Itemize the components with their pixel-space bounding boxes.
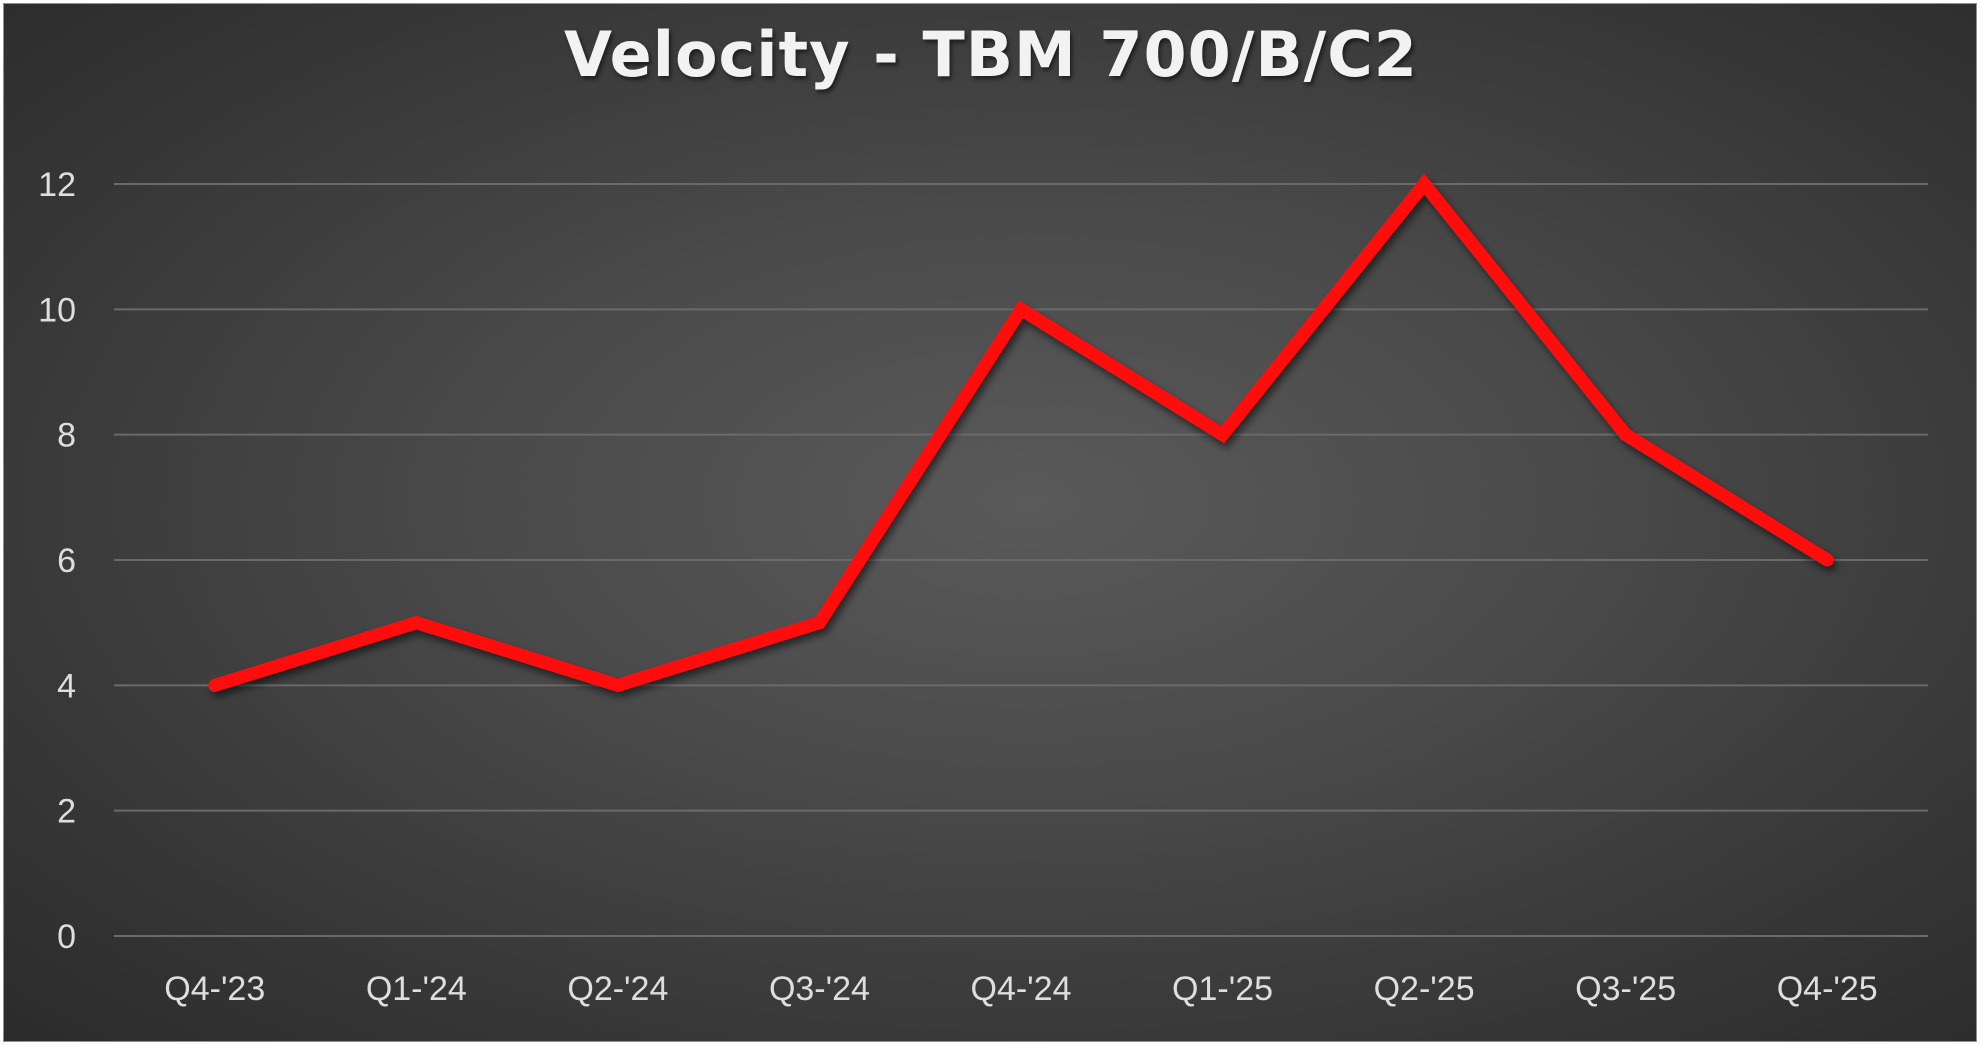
series-layer: [208, 173, 1834, 693]
chart-title: Velocity - TBM 700/B/C2: [564, 18, 1418, 91]
data-point: [1826, 559, 1829, 561]
data-point: [1423, 183, 1426, 185]
y-tick-label: 2: [57, 793, 76, 831]
data-point: [213, 684, 216, 687]
data-point: [818, 621, 821, 624]
x-tick-label: Q1-'25: [1172, 970, 1273, 1008]
data-point: [1221, 433, 1224, 436]
x-axis-ticks: Q4-'23 Q1-'24 Q2-'24 Q3-'24 Q4-'24 Q1-'25 Q2-'…: [164, 970, 1877, 1008]
data-point: [1020, 308, 1022, 311]
x-tick-label: Q4-'24: [971, 970, 1072, 1008]
x-tick-label: Q4-'25: [1777, 970, 1878, 1008]
data-point: [1624, 433, 1627, 436]
y-tick-label: 0: [57, 918, 76, 956]
x-tick-label: Q4-'23: [164, 970, 265, 1008]
plot-area: 0 2 4 6 8 10 12 Q4-'23 Q1-'24 Q2-'24 Q3-'24 Q4-'24…: [38, 166, 1928, 1008]
y-tick-label: 4: [57, 667, 76, 705]
data-point: [616, 684, 619, 687]
y-tick-label: 8: [57, 417, 76, 455]
y-tick-label: 6: [57, 542, 76, 580]
x-tick-label: Q2-'24: [567, 970, 668, 1008]
gridlines: [114, 183, 1928, 937]
x-tick-label: Q3-'24: [769, 970, 870, 1008]
x-tick-label: Q1-'24: [366, 970, 467, 1008]
y-axis-ticks: 0 2 4 6 8 10 12: [38, 166, 76, 956]
y-tick-label: 12: [38, 166, 76, 204]
data-point: [415, 621, 418, 624]
x-tick-label: Q2-'25: [1374, 970, 1475, 1008]
y-tick-label: 10: [38, 291, 76, 329]
chart-frame: Velocity - TBM 700/B/C2 0 2 4 6 8 10 12 Q4-'23…: [3, 3, 1977, 1042]
x-tick-label: Q3-'25: [1575, 970, 1676, 1008]
